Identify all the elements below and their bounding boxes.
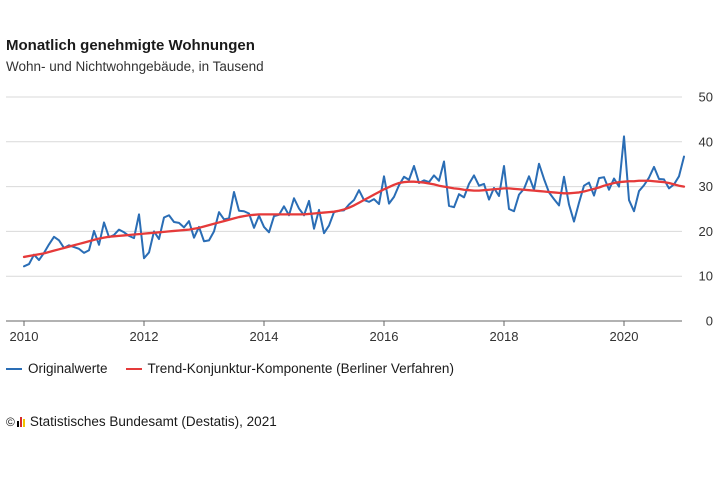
source-line: © Statistisches Bundesamt (Destatis), 20… bbox=[6, 414, 277, 429]
x-tick-label: 2018 bbox=[490, 329, 519, 344]
legend-item-trend: Trend-Konjunktur-Komponente (Berliner Ve… bbox=[125, 361, 454, 376]
y-axis: 0 10 20 30 40 50 bbox=[699, 90, 713, 329]
y-tick-label: 20 bbox=[699, 224, 713, 239]
legend-label-originalwerte: Originalwerte bbox=[28, 361, 108, 376]
series-line-trend bbox=[22, 179, 686, 259]
legend-swatch-blue bbox=[6, 367, 22, 370]
x-tick-label: 2014 bbox=[250, 329, 279, 344]
x-tick-label: 2020 bbox=[610, 329, 639, 344]
y-tick-label: 40 bbox=[699, 134, 713, 149]
legend-item-originalwerte: Originalwerte bbox=[6, 361, 108, 376]
chart-subtitle: Wohn- und Nichtwohngebäude, in Tausend bbox=[6, 59, 264, 74]
y-tick-label: 10 bbox=[699, 269, 713, 284]
x-tick-label: 2010 bbox=[10, 329, 39, 344]
y-tick-label: 50 bbox=[699, 90, 713, 105]
legend-label-trend: Trend-Konjunktur-Komponente (Berliner Ve… bbox=[147, 361, 454, 376]
chart-title: Monatlich genehmigte Wohnungen bbox=[6, 37, 255, 54]
x-tick-label: 2016 bbox=[370, 329, 399, 344]
legend-swatch-red bbox=[125, 367, 142, 370]
gridlines bbox=[6, 96, 682, 277]
copyright-symbol: © bbox=[6, 414, 15, 429]
x-tick-label: 2012 bbox=[130, 329, 159, 344]
y-tick-label: 30 bbox=[699, 179, 713, 194]
destatis-logo-icon bbox=[16, 416, 26, 427]
x-axis: 2010 2012 2014 2016 2018 2020 bbox=[6, 320, 682, 344]
legend: Originalwerte Trend-Konjunktur-Komponent… bbox=[6, 361, 472, 376]
source-text: Statistisches Bundesamt (Destatis), 2021 bbox=[29, 414, 277, 429]
series-line-originalwerte bbox=[23, 135, 685, 268]
y-tick-label: 0 bbox=[706, 314, 713, 329]
series-lines bbox=[22, 135, 686, 268]
